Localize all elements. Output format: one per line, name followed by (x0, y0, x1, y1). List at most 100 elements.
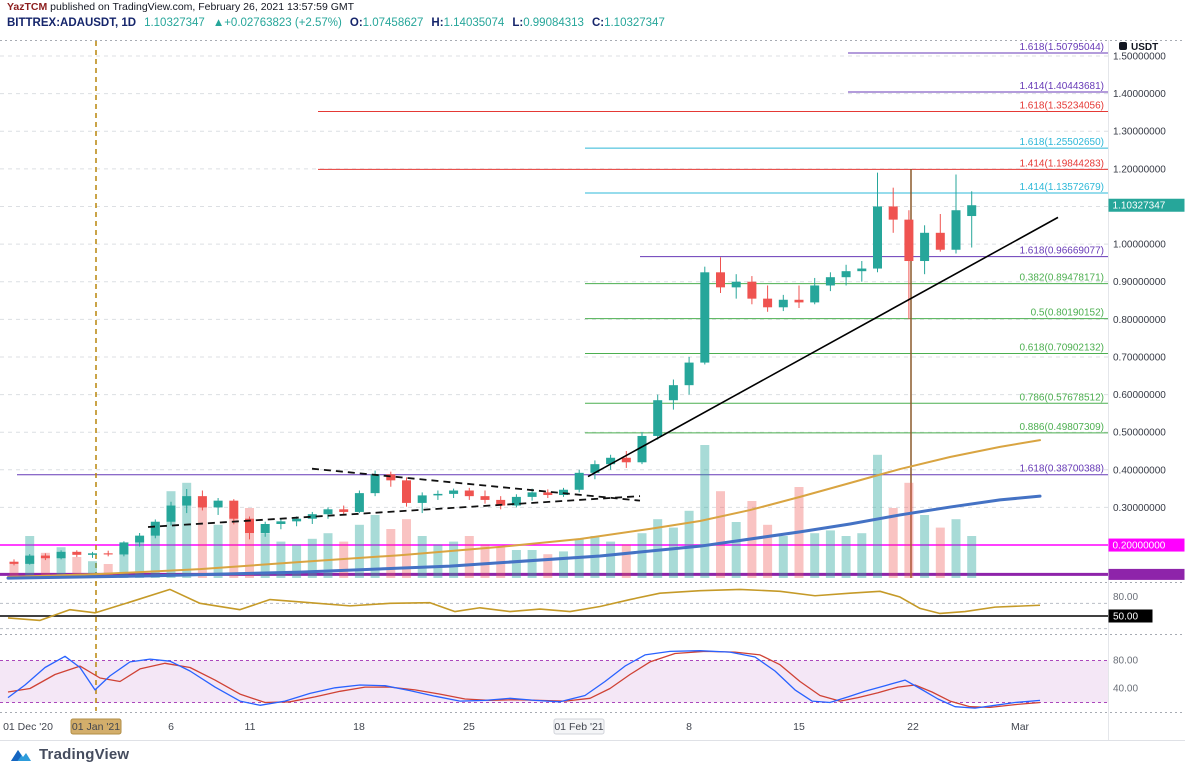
candle-body (935, 232, 945, 250)
rsi-badge-50 (1108, 609, 1153, 623)
candle-body (464, 490, 474, 497)
stoch-tick-40: 40.00 (1113, 684, 1138, 695)
candle-body (339, 509, 349, 512)
candle-body (888, 206, 898, 220)
candle-body (967, 205, 977, 217)
volume-bar (229, 515, 239, 578)
fib-label: 1.618(0.38700388) (1019, 464, 1104, 475)
rsi-pane (0, 588, 1108, 630)
volume-bar (888, 508, 898, 578)
candle-body (40, 555, 50, 559)
stoch-pane (7, 650, 1041, 709)
volume-bar (951, 519, 961, 578)
volume-bar (464, 536, 474, 578)
volume-bar (119, 547, 129, 578)
price-tick: 0.70000000 (1113, 352, 1166, 363)
currency-icon (1119, 42, 1127, 50)
price-tick: 0.80000000 (1113, 315, 1166, 326)
fib-label: 0.382(0.89478171) (1019, 273, 1104, 284)
stoch-band-layer (0, 660, 1108, 703)
time-axis: 01 Dec '20 01 Jan '21 6 11 18 25 01 Feb '21 8 15… (3, 718, 1030, 735)
candle-body (197, 496, 207, 508)
volume-bar (511, 550, 521, 578)
ohlc-high: H: 1.14035074 (431, 16, 505, 29)
price-axis-unit: USDT (1131, 42, 1158, 53)
candle-body (873, 206, 882, 269)
footer: TradingView (0, 741, 1185, 768)
candle-body (747, 281, 757, 299)
price-tick: 0.60000000 (1113, 390, 1166, 401)
volume-bar (920, 515, 930, 578)
volume-bar (9, 561, 19, 578)
volume-bar (904, 482, 914, 578)
price-tick: 0.90000000 (1113, 277, 1166, 288)
candle-body (904, 219, 914, 262)
ohlc-open: O: 1.07458627 (349, 16, 424, 29)
volume-bar (354, 524, 364, 578)
time-label: 01 Jan '21 (72, 721, 120, 733)
volume-bar (197, 501, 207, 578)
candle-body (449, 490, 459, 494)
candle-body (496, 499, 506, 506)
stoch-band (0, 660, 1108, 703)
candle-body (543, 492, 553, 496)
volume-bar (480, 544, 490, 578)
volume-bar (323, 533, 333, 578)
price-tick: 1.30000000 (1113, 127, 1166, 138)
volume-bar (841, 536, 851, 578)
candle-body (606, 457, 616, 465)
fib-label: 1.618(0.96669077) (1019, 246, 1104, 257)
candle-body (56, 551, 66, 559)
candle-body (716, 272, 725, 288)
candle-body (182, 496, 192, 506)
last-price: 1.10327347 (144, 16, 205, 29)
volume-bar (716, 491, 725, 578)
candle-body (245, 518, 254, 534)
candle-body (323, 509, 333, 515)
fib-label: 1.618(1.25502650) (1019, 137, 1104, 148)
price-tick: 0.40000000 (1113, 465, 1166, 476)
price-tick: 0.50000000 (1113, 428, 1166, 439)
volume-bar (386, 529, 396, 578)
candle-body (731, 281, 741, 288)
volume-bar (935, 527, 945, 578)
candle-body (260, 523, 270, 534)
price-tick: 1.20000000 (1113, 164, 1166, 175)
time-label: 6 (168, 721, 174, 733)
volume-bar (292, 544, 302, 578)
publish-info: published on TradingView.com, February 2… (47, 1, 355, 13)
volume-bar (700, 445, 710, 578)
price-badge (1108, 538, 1185, 552)
volume-bar (166, 491, 176, 578)
price-change: ▲+0.02763823 (+2.57%) (212, 16, 342, 29)
volume-bar (245, 508, 254, 578)
candle-body (668, 385, 678, 401)
candle-body (276, 521, 286, 524)
fib-layer: 1.618(1.50795044) 1.414(1.40443681) 1.618(… (0, 42, 1108, 576)
grid-layer (0, 55, 1108, 546)
volume-bar (684, 510, 694, 578)
volume-bar (731, 522, 741, 578)
candle-body (920, 232, 930, 262)
candle-layer (9, 172, 977, 566)
candle-body (857, 268, 867, 272)
rsi-line (7, 588, 1041, 622)
volume-bar (653, 519, 663, 578)
volume-bar (668, 527, 678, 578)
fib-label: 1.414(1.40443681) (1019, 81, 1104, 92)
price-badge (1108, 198, 1185, 212)
candle-body (166, 505, 176, 522)
candle-body (480, 496, 490, 500)
symbol-title[interactable]: BITTREX:ADAUSDT, 1D (7, 16, 137, 29)
brand-name[interactable]: TradingView (39, 746, 130, 763)
fib-label: 1.414(1.19844283) (1019, 158, 1104, 169)
time-label: 8 (686, 721, 692, 733)
volume-bar (182, 482, 192, 578)
candle-body (590, 464, 600, 473)
candle-body (292, 518, 302, 522)
stoch-tick-80: 80.00 (1113, 656, 1138, 667)
candle-body (25, 555, 35, 564)
volume-bar (527, 550, 537, 578)
dashed-trendline (147, 495, 641, 528)
